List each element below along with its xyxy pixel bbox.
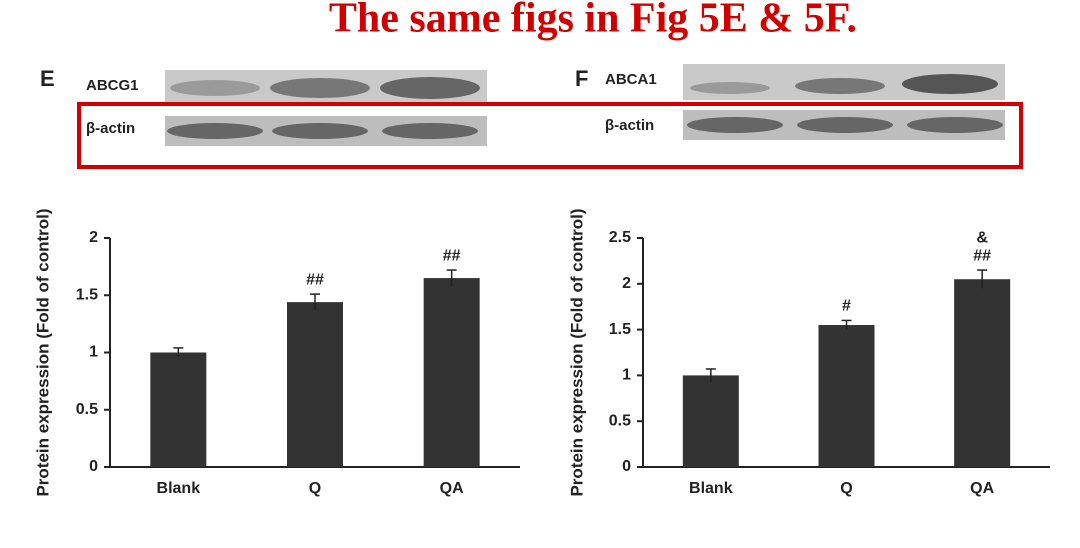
x-tick-label: Blank: [157, 480, 201, 497]
y-axis-label: Protein expression (Fold of control): [567, 208, 586, 496]
band: [170, 80, 260, 96]
band: [690, 82, 770, 94]
x-tick-label: Blank: [689, 480, 733, 497]
y-tick-label: 2: [89, 229, 98, 246]
y-tick-label: 2: [622, 275, 631, 292]
significance-mark: ##: [973, 247, 991, 264]
blots: [165, 64, 1005, 146]
significance-mark: #: [842, 298, 851, 315]
significance-mark: &: [976, 229, 988, 246]
x-tick-label: QA: [970, 480, 994, 497]
y-tick-label: 1: [89, 344, 98, 361]
blot-label: ABCA1: [605, 71, 657, 88]
panel-letter: F: [575, 66, 588, 91]
bar: [954, 279, 1011, 467]
bar: [150, 352, 207, 467]
band: [797, 117, 893, 133]
x-tick-label: Q: [840, 480, 852, 497]
blot-label: ABCG1: [86, 77, 139, 94]
y-tick-label: 0: [89, 458, 98, 475]
highlight-box: [77, 102, 1023, 169]
blot-label: β-actin: [86, 120, 135, 137]
y-tick-label: 1.5: [609, 321, 631, 338]
band: [795, 78, 885, 94]
x-tick-label: QA: [440, 480, 464, 497]
band: [167, 123, 263, 139]
y-tick-label: 0: [622, 458, 631, 475]
significance-mark: ##: [443, 247, 461, 264]
band: [382, 123, 478, 139]
band: [907, 117, 1003, 133]
band: [380, 77, 480, 99]
y-tick-label: 1.5: [76, 286, 98, 303]
band: [270, 78, 370, 98]
bar: [818, 325, 875, 467]
y-tick-label: 2.5: [609, 229, 631, 246]
bar: [423, 278, 480, 467]
x-tick-label: Q: [309, 480, 321, 497]
y-tick-label: 0.5: [76, 401, 98, 418]
significance-mark: ##: [306, 271, 324, 288]
y-axis-label: Protein expression (Fold of control): [33, 208, 52, 496]
band: [272, 123, 368, 139]
y-tick-label: 1: [622, 367, 631, 384]
band: [902, 74, 998, 94]
y-tick-label: 0.5: [609, 412, 631, 429]
annotation-title: The same figs in Fig 5E & 5F.: [329, 0, 857, 42]
blot-label: β-actin: [605, 117, 654, 134]
bar: [682, 375, 739, 467]
panel-letter: E: [40, 66, 55, 91]
bar: [287, 302, 343, 467]
band: [687, 117, 783, 133]
